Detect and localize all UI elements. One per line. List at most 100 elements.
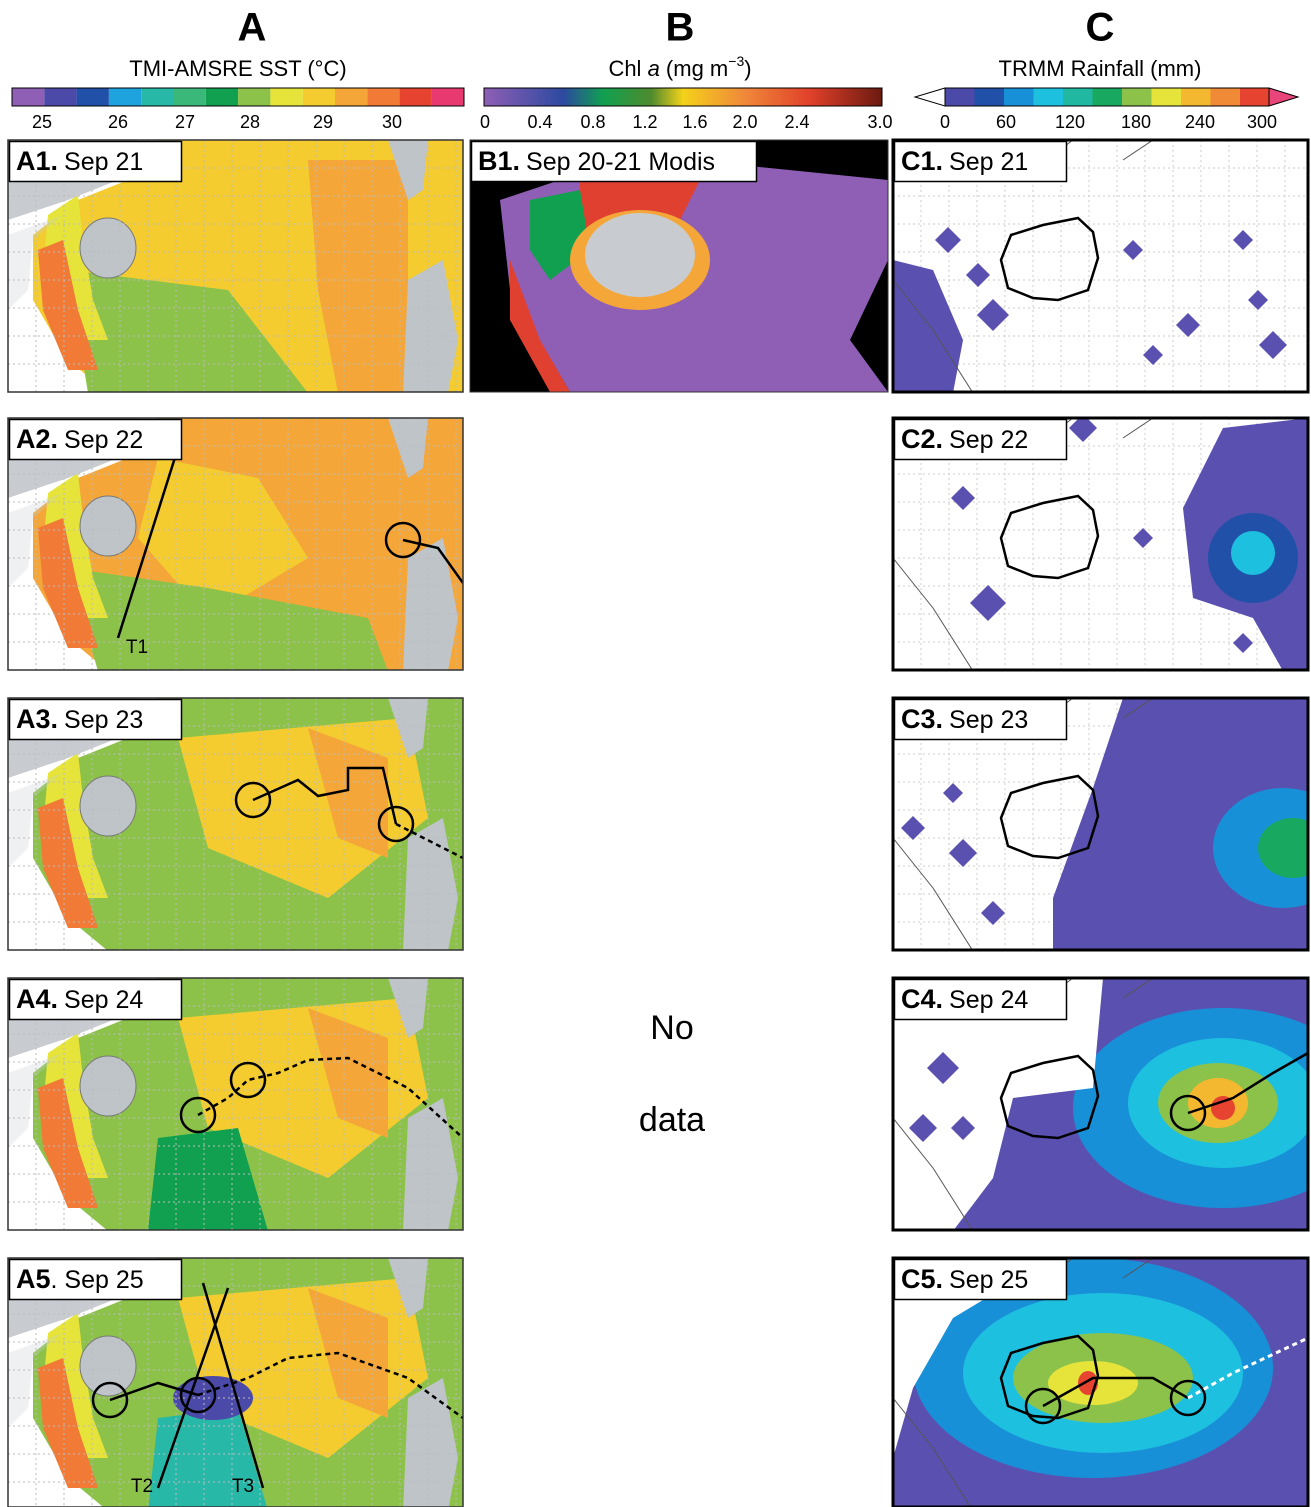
- coast-band: [38, 240, 98, 370]
- rain-cell: [1248, 290, 1268, 310]
- panel-id: A5: [16, 1264, 51, 1294]
- colorbar-swatch: [399, 88, 432, 106]
- panel-label: C1. Sep 21: [901, 146, 1028, 176]
- typhoon-track: [252, 766, 398, 825]
- column-letter: A: [238, 6, 267, 50]
- colorbar-swatch: [76, 88, 109, 106]
- colorbar-tick-label: 1.2: [632, 112, 657, 132]
- panel-id: A3.: [16, 704, 58, 734]
- title-part: Chl: [608, 56, 647, 81]
- colorbar-tick-label: 0.4: [527, 112, 552, 132]
- title-part: ): [744, 56, 751, 81]
- land-gray: [388, 1258, 428, 1318]
- column-letter: B: [666, 6, 695, 50]
- panel-frame: [7, 139, 464, 393]
- typhoon-track: [1042, 1376, 1189, 1408]
- panel-label: A3. Sep 23: [16, 704, 143, 734]
- typhoon-track: [197, 1056, 463, 1139]
- colorbar-tick-label: 180: [1121, 112, 1151, 132]
- panel-label-box: [8, 418, 183, 461]
- land-gray: [403, 538, 458, 670]
- rain-cell: [1069, 418, 1097, 442]
- sst-patch: [308, 1288, 388, 1418]
- colorbar-swatch: [141, 88, 174, 106]
- typhoon-track: [156, 1287, 230, 1489]
- panel-label-box: [893, 698, 1068, 741]
- colorbar-tick-label: 300: [1247, 112, 1277, 132]
- land-gray: [388, 140, 428, 200]
- rain-cell: [1143, 345, 1163, 365]
- panel-date: Sep 24: [64, 986, 143, 1014]
- colorbar-title: TMI-AMSRE SST (°C): [129, 56, 346, 81]
- panel-date: Sep 23: [949, 706, 1028, 734]
- panel-date: Sep 25: [949, 1266, 1028, 1294]
- coast-band: [38, 1358, 98, 1488]
- colorbar-tick-label: 26: [108, 112, 128, 132]
- panel-label-box: [893, 1258, 1068, 1301]
- panel-label: A2. Sep 22: [16, 424, 143, 454]
- panel-date: Sep 23: [64, 706, 143, 734]
- rain-cell: [893, 260, 963, 392]
- panel-label-box: [8, 1258, 183, 1301]
- colorbar-swatch: [1033, 88, 1063, 106]
- title-part: a: [648, 56, 660, 81]
- typhoon-position: [234, 781, 272, 819]
- panel-label-box: [893, 418, 1068, 461]
- colorbar-tick-label: 2.0: [732, 112, 757, 132]
- island-outline: [999, 1334, 1100, 1420]
- coast-band: [38, 798, 98, 928]
- panel-date: Sep 21: [949, 148, 1028, 176]
- typhoon-track: [201, 1282, 265, 1489]
- land-gray: [388, 418, 428, 478]
- land-gray: [8, 773, 63, 868]
- panel-id: C5.: [901, 1264, 943, 1294]
- colorbar: [483, 87, 883, 107]
- rain-cell: [1233, 230, 1253, 250]
- colorbar-tick-label: 0: [940, 112, 950, 132]
- panel-date: Sep 21: [64, 148, 143, 176]
- panel-frame: [891, 696, 1310, 952]
- colorbar-tick-label: 25: [32, 112, 52, 132]
- island-outline: [999, 1054, 1100, 1140]
- panel-id: A2.: [16, 424, 58, 454]
- island: [79, 217, 137, 279]
- sst-patch: [68, 270, 308, 392]
- colorbar-swatch: [44, 88, 77, 106]
- sst-patch: [308, 1008, 388, 1138]
- rain-cell: [1127, 732, 1159, 764]
- rain-cell: [1259, 331, 1287, 359]
- rain-cell: [966, 263, 990, 287]
- colorbar-title: Chl a (mg m−3): [608, 53, 751, 81]
- title-part: −3: [728, 53, 744, 69]
- land-gray: [8, 215, 63, 310]
- typhoon-track: [1187, 1051, 1308, 1115]
- panel-id: C4.: [901, 984, 943, 1014]
- sst-patch: [148, 1128, 268, 1230]
- colorbar-swatch: [238, 88, 271, 106]
- colorbar-swatch: [367, 88, 400, 106]
- typhoon-track: [109, 1381, 199, 1402]
- typhoon-track: [402, 538, 463, 584]
- island: [79, 1055, 137, 1117]
- panel-label: A5. Sep 25: [16, 1264, 144, 1294]
- panel-date: Sep 20-21 Modis: [526, 148, 715, 176]
- panel-label-box: [8, 698, 183, 741]
- colorbar-swatch: [1210, 88, 1240, 106]
- coast-band: [38, 518, 98, 648]
- colorbar-tick-label: 3.0: [867, 112, 892, 132]
- land-gray: [403, 1098, 458, 1230]
- rain-cell: [909, 1114, 937, 1142]
- coast-band: [38, 1078, 98, 1208]
- panel-id: C3.: [901, 704, 943, 734]
- colorbar-arrow: [1268, 87, 1300, 107]
- chl-coast: [510, 260, 570, 392]
- colorbar-swatch: [1151, 88, 1181, 106]
- sst-patch: [138, 458, 308, 618]
- typhoon-position: [1169, 1379, 1207, 1417]
- colorbar-swatch: [1092, 88, 1122, 106]
- sst-patch: [308, 728, 388, 858]
- colorbar-tick-label: 1.6: [682, 112, 707, 132]
- typhoon-position: [229, 1061, 267, 1099]
- typhoon-position: [179, 1096, 217, 1134]
- panel-frame: [7, 977, 464, 1231]
